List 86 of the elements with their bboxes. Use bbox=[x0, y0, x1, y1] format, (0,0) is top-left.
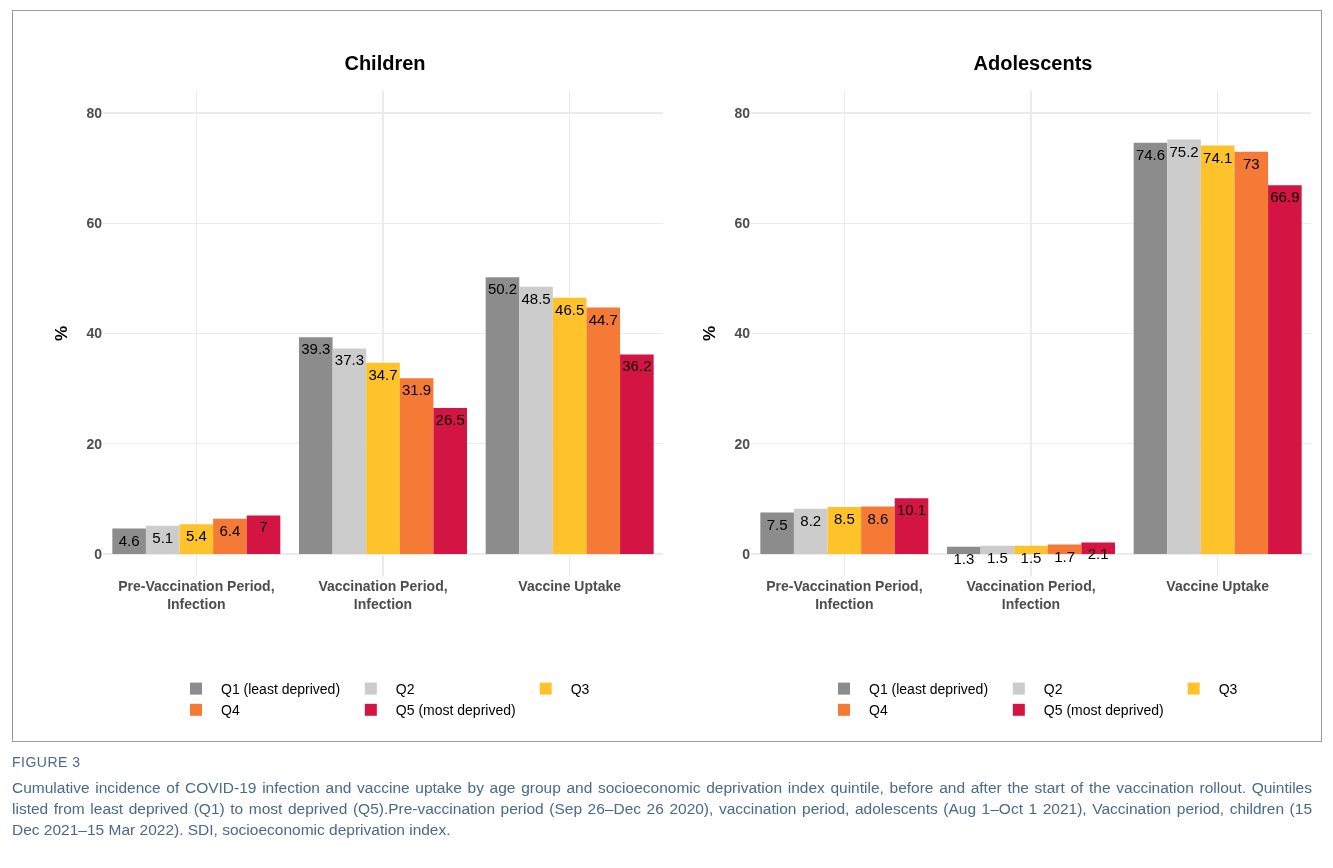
data-label: 8.5 bbox=[833, 510, 855, 528]
x-tick-label: Vaccine Uptake bbox=[1166, 578, 1270, 594]
bar bbox=[947, 546, 981, 554]
data-label: 1.5 bbox=[986, 548, 1008, 566]
data-label: 48.5 bbox=[521, 289, 551, 307]
legend-label: Q3 bbox=[570, 681, 590, 698]
bar bbox=[1268, 185, 1302, 554]
data-label: 6.4 bbox=[219, 521, 241, 539]
y-tick-label: 20 bbox=[734, 435, 751, 452]
bar bbox=[332, 348, 367, 554]
bar bbox=[620, 354, 654, 554]
data-label: 5.4 bbox=[185, 527, 207, 545]
data-label: 50.2 bbox=[487, 280, 518, 298]
y-tick-label: 80 bbox=[734, 104, 751, 121]
bar bbox=[586, 307, 621, 554]
data-label: 36.2 bbox=[622, 357, 652, 375]
y-tick-label: 60 bbox=[86, 215, 103, 232]
y-tick-label: 60 bbox=[734, 215, 751, 232]
bar bbox=[299, 337, 333, 554]
data-label: 73 bbox=[1242, 154, 1260, 172]
legend-label: Q5 (most deprived) bbox=[1043, 702, 1164, 719]
data-label: 1.3 bbox=[953, 549, 975, 567]
bar bbox=[793, 508, 828, 554]
data-label: 7 bbox=[259, 518, 268, 536]
data-label: 74.6 bbox=[1135, 145, 1166, 163]
bar bbox=[894, 498, 929, 554]
legend-label: Q4 bbox=[221, 702, 240, 719]
y-tick-label: 20 bbox=[86, 435, 103, 452]
data-label: 39.3 bbox=[301, 340, 331, 358]
y-tick-label: 40 bbox=[734, 325, 751, 342]
y-axis-title: % bbox=[699, 325, 719, 342]
x-tick-label: Pre-Vaccination Period, Infection bbox=[118, 578, 275, 613]
legend-label: Q3 bbox=[1218, 681, 1238, 698]
text: Cumulative incidence of COVID-19 infection and vaccine uptake by age group and socioeconomic deprivation index quintile, before and after the start of the vaccination rollout. Quintiles listed from least deprived (Q1) to most deprived (Q5).Pre-vaccination period (Sep 26–Dec 26 2020), vaccination period, adolescents (Aug 1–Oct 1 2021), Vaccination period, children (15 Dec 2021–15 Mar 2022). SDI, socioeconomic deprivation index. bbox=[12, 778, 1312, 840]
data-label: 26.5 bbox=[435, 410, 465, 428]
y-tick-label: 80 bbox=[86, 104, 103, 121]
data-label: 37.3 bbox=[334, 351, 364, 369]
x-tick-label: Pre-Vaccination Period, Infection bbox=[766, 578, 923, 613]
legend-label: Q2 bbox=[395, 681, 415, 698]
bar bbox=[399, 378, 434, 554]
bar bbox=[552, 297, 587, 554]
bar bbox=[1014, 545, 1048, 554]
data-label: 46.5 bbox=[555, 300, 585, 318]
data-label: 75.2 bbox=[1169, 142, 1199, 160]
data-label: 44.7 bbox=[588, 310, 618, 328]
data-label: 8.6 bbox=[867, 509, 889, 527]
bar bbox=[519, 286, 553, 554]
data-label: 1.5 bbox=[1020, 548, 1042, 566]
data-label: 8.2 bbox=[800, 511, 822, 529]
bar bbox=[213, 518, 247, 554]
legend-label: Q5 (most deprived) bbox=[395, 702, 516, 719]
y-axis-title: % bbox=[51, 325, 71, 342]
chart-title: Adolescents bbox=[973, 51, 1093, 74]
data-label: 5.1 bbox=[152, 528, 174, 546]
y-tick-label: 0 bbox=[94, 545, 103, 562]
x-tick-label: Vaccination Period, Infection bbox=[966, 578, 1096, 613]
bar bbox=[246, 515, 281, 554]
data-label: 4.6 bbox=[118, 531, 140, 549]
legend-label: Q1 (least deprived) bbox=[869, 681, 989, 698]
legend-label: Q1 (least deprived) bbox=[221, 681, 341, 698]
data-label: 66.9 bbox=[1270, 188, 1300, 206]
legend-label: Q4 bbox=[869, 702, 888, 719]
bar bbox=[1200, 145, 1235, 554]
bar bbox=[145, 525, 180, 554]
data-label: 10.1 bbox=[896, 501, 927, 519]
y-tick-label: 40 bbox=[86, 325, 103, 342]
y-tick-label: 0 bbox=[742, 545, 751, 562]
chart-title: Children bbox=[344, 51, 426, 74]
data-label: 34.7 bbox=[368, 365, 398, 383]
data-label: 74.1 bbox=[1203, 148, 1233, 166]
bar bbox=[1167, 139, 1201, 554]
bar bbox=[827, 507, 862, 554]
legend-label: Q2 bbox=[1043, 681, 1063, 698]
bar bbox=[485, 277, 520, 554]
bar bbox=[760, 512, 794, 554]
x-tick-label: Vaccination Period, Infection bbox=[318, 578, 448, 613]
bar bbox=[1234, 151, 1269, 554]
data-label: 31.9 bbox=[402, 381, 432, 399]
data-label: 7.5 bbox=[766, 515, 788, 533]
bar bbox=[366, 362, 400, 554]
bar bbox=[861, 506, 895, 554]
caption: FIGURE 3 bbox=[12, 753, 82, 772]
bar bbox=[433, 407, 467, 554]
bar bbox=[1133, 142, 1168, 554]
x-tick-label: Vaccine Uptake bbox=[518, 578, 622, 594]
bar bbox=[980, 545, 1015, 554]
